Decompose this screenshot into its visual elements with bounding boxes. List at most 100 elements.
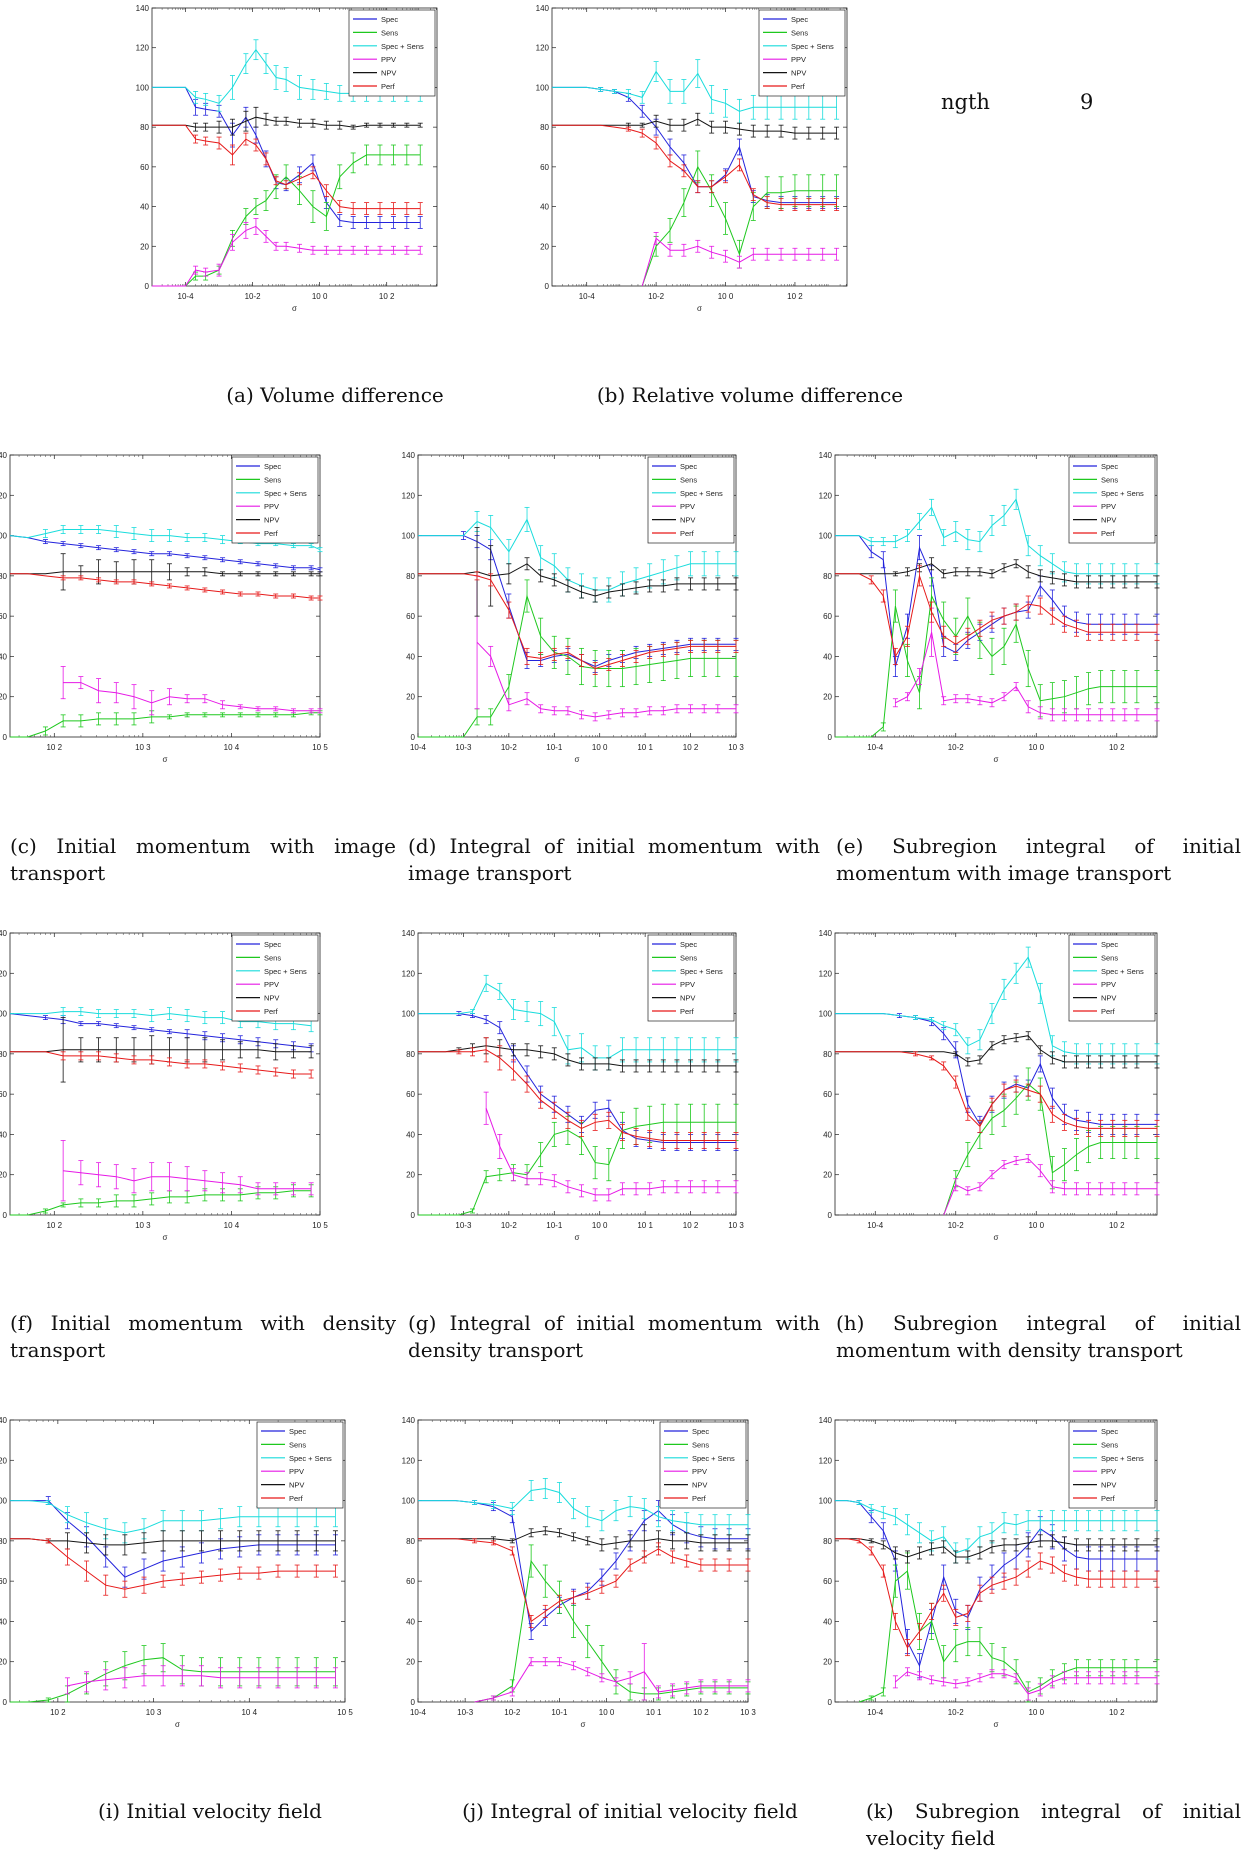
series-ppv [60, 666, 323, 716]
x-axis-label: σ [994, 1233, 999, 1242]
y-tick-label: 40 [140, 203, 149, 212]
series-line [10, 1657, 336, 1703]
x-tick-label: 10-2 [648, 292, 665, 301]
series-npv [10, 1017, 314, 1083]
y-tick-label: 140 [819, 929, 833, 938]
x-tick-label: 10-4 [867, 1221, 884, 1230]
legend-box [1068, 456, 1156, 544]
legend-label: Spec [1101, 462, 1118, 471]
legend-label: Sens [1101, 953, 1118, 962]
legend-box [231, 456, 319, 544]
y-tick-label: 20 [0, 693, 8, 702]
y-tick-label: 40 [406, 1617, 415, 1626]
series-ppv [152, 218, 423, 287]
series-npv [10, 1530, 338, 1556]
x-tick-label: 10-4 [579, 292, 596, 301]
figure-panel-j: 0 20 40 60 80 100 120 140 10-4 10-3 10-2 10-1 10 0 10… [402, 1412, 823, 1787]
figure-caption-f: (f) Initial momentum with density transp… [10, 1311, 396, 1362]
series-line [418, 594, 736, 738]
series-perf [835, 565, 1160, 665]
legend-label: PPV [791, 55, 806, 64]
y-tick-label: 120 [0, 1456, 8, 1465]
x-tick-label: 10 2 [683, 1221, 699, 1230]
series-line [418, 982, 736, 1059]
legend-label: Sens [264, 953, 281, 962]
legend-label: Perf [680, 1007, 695, 1016]
legend: Spec Sens Spec + Sens PPV NPV Perf [231, 456, 319, 544]
figure-panel-e: 0 20 40 60 80 100 120 140 10-4 10-2 10 0 10 2 σ Spec S… [819, 447, 1245, 822]
series-line [152, 86, 421, 223]
series-ppv [64, 1665, 338, 1695]
x-tick-label: 10 0 [599, 1708, 615, 1717]
x-tick-label: 10-1 [546, 743, 563, 752]
series-line [418, 535, 736, 668]
figure-caption-d: (d) Integral of initial momentum with im… [408, 834, 820, 885]
y-tick-label: 80 [0, 1537, 8, 1546]
legend-label: Sens [264, 475, 281, 484]
series-line [418, 518, 736, 591]
y-tick-label: 80 [0, 572, 8, 581]
y-tick-label: 120 [819, 969, 833, 978]
x-tick-label: 10-2 [245, 292, 262, 301]
y-tick-label: 40 [0, 652, 8, 661]
y-tick-label: 20 [140, 242, 149, 251]
x-tick-label: 10-3 [455, 1221, 472, 1230]
x-tick-label: 10 0 [1028, 743, 1044, 752]
y-tick-label: 20 [406, 1658, 415, 1667]
series-spec [9, 535, 323, 573]
figure-panel-h: 0 20 40 60 80 100 120 140 10-4 10-2 10 0 10 2 σ Spec S… [819, 925, 1245, 1300]
series-npv [552, 112, 840, 140]
series-ppv [943, 1154, 1160, 1216]
x-tick-label: 10 0 [592, 743, 608, 752]
x-tick-label: 10 3 [135, 1221, 151, 1230]
y-tick-label: 120 [0, 491, 8, 500]
legend-label: Perf [264, 529, 279, 538]
legend-label: Sens [289, 1440, 306, 1449]
figure-panel-a: 0 20 40 60 80 100 120 140 10-4 10-2 10 0 10 2 σ Spec S… [132, 0, 532, 350]
y-tick-label: 0 [411, 1698, 416, 1707]
y-tick-label: 140 [0, 451, 8, 460]
legend-label: Spec + Sens [1101, 967, 1144, 976]
x-tick-label: 10 2 [787, 292, 803, 301]
y-tick-label: 20 [0, 1658, 8, 1667]
x-tick-label: 10 1 [637, 743, 653, 752]
y-tick-label: 100 [402, 1010, 416, 1019]
x-tick-label: 10 2 [50, 1708, 66, 1717]
y-tick-label: 20 [406, 693, 415, 702]
legend-label: Perf [264, 1007, 279, 1016]
figure-panel-g: 0 20 40 60 80 100 120 140 10-3 10-2 10-1 10 0 10 1 10… [402, 925, 818, 1300]
y-tick-label: 0 [145, 282, 150, 291]
legend: Spec Sens Spec + Sens PPV NPV Perf [256, 1421, 344, 1509]
series-spec-sens [835, 488, 1160, 585]
legend-box [256, 1421, 344, 1509]
y-tick-label: 40 [406, 652, 415, 661]
x-tick-label: 10 0 [718, 292, 734, 301]
legend-label: NPV [264, 994, 279, 1003]
x-axis-label: σ [697, 304, 702, 313]
legend-label: Sens [791, 28, 808, 37]
y-tick-label: 0 [3, 733, 8, 742]
legend-label: Spec [680, 462, 697, 471]
series-ppv [892, 607, 1160, 722]
x-tick-label: 10-3 [455, 743, 472, 752]
legend-box [231, 934, 319, 1022]
x-tick-label: 10 5 [312, 1221, 328, 1230]
x-tick-label: 10 3 [146, 1708, 162, 1717]
x-tick-label: 10-2 [948, 743, 965, 752]
y-tick-label: 60 [140, 163, 149, 172]
legend-label: Spec [381, 15, 398, 24]
x-tick-label: 10 0 [1028, 1221, 1044, 1230]
y-tick-label: 140 [0, 1416, 8, 1425]
series-line [418, 1538, 748, 1623]
series-line [418, 1049, 736, 1141]
x-axis-label: σ [575, 1233, 580, 1242]
y-tick-label: 60 [540, 163, 549, 172]
legend-label: Spec [680, 940, 697, 949]
figure-caption-a: (a) Volume difference [226, 383, 444, 407]
y-tick-label: 140 [402, 451, 416, 460]
y-tick-label: 100 [819, 1010, 833, 1019]
